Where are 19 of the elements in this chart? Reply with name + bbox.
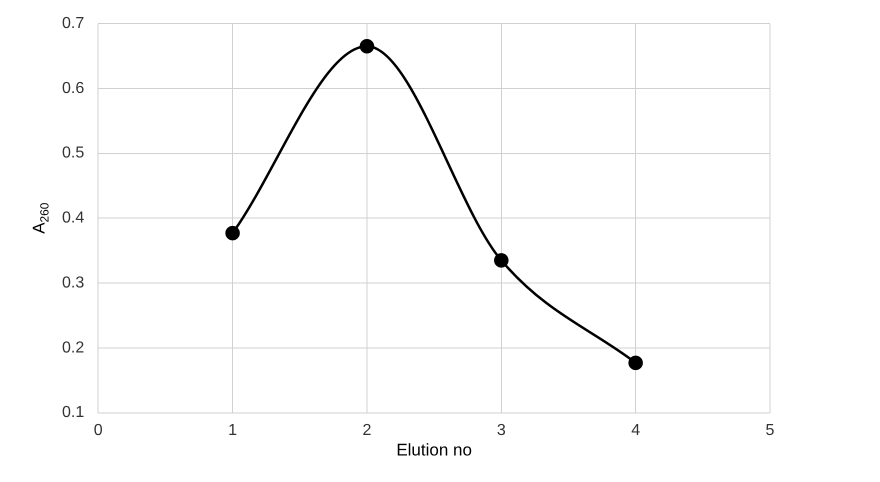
point [360,39,374,54]
x-tick-label: 1 [228,422,238,439]
x-axis-title: Elution no [396,440,472,460]
x-tick-label: 2 [362,422,372,439]
x-tick-label: 4 [631,422,640,439]
y-tick-label: 0.2 [62,339,84,356]
y-axis-title: A260 [30,202,52,234]
y-tick-label: 0.6 [62,80,84,97]
x-tick-label: 0 [94,422,103,439]
point [628,356,643,370]
point [225,226,240,240]
y-tick-label: 0.1 [62,404,84,422]
y-tick-label: 0.3 [62,274,84,292]
y-tick-label: 0.7 [62,15,84,32]
x-tick-label: 3 [496,422,506,439]
point [494,253,509,268]
y-tick-label: 0.5 [62,144,84,162]
x-tick-label: 5 [766,422,775,439]
y-tick-label: 0.4 [62,210,84,227]
